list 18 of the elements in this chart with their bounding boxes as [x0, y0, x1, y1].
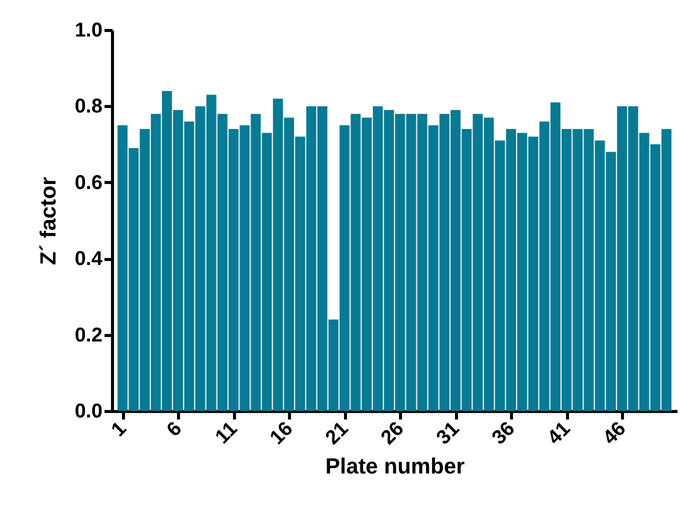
- x-tick-label: 6: [162, 418, 186, 442]
- x-tick-label: 21: [322, 418, 353, 450]
- y-tick-label: 1.0: [74, 20, 102, 42]
- y-tick-label: 0.4: [74, 248, 104, 270]
- x-tick-label: 36: [488, 418, 520, 450]
- x-tick-label: 41: [544, 418, 575, 450]
- x-tick-label: 1: [107, 418, 131, 442]
- y-tick-label: 0.6: [74, 172, 102, 194]
- y-axis-title: Z´ factor: [36, 176, 61, 265]
- x-tick-label: 11: [211, 418, 242, 448]
- x-axis-title: Plate number: [325, 453, 466, 478]
- x-tick-label: 31: [432, 418, 464, 450]
- y-tick-label: 0.8: [74, 96, 102, 118]
- x-tick-label: 26: [377, 418, 408, 450]
- y-tick-label: 0.2: [74, 324, 102, 346]
- x-tick-label: 16: [266, 418, 298, 450]
- x-tick-label: 46: [599, 418, 630, 450]
- y-tick-label: 0.0: [74, 400, 102, 422]
